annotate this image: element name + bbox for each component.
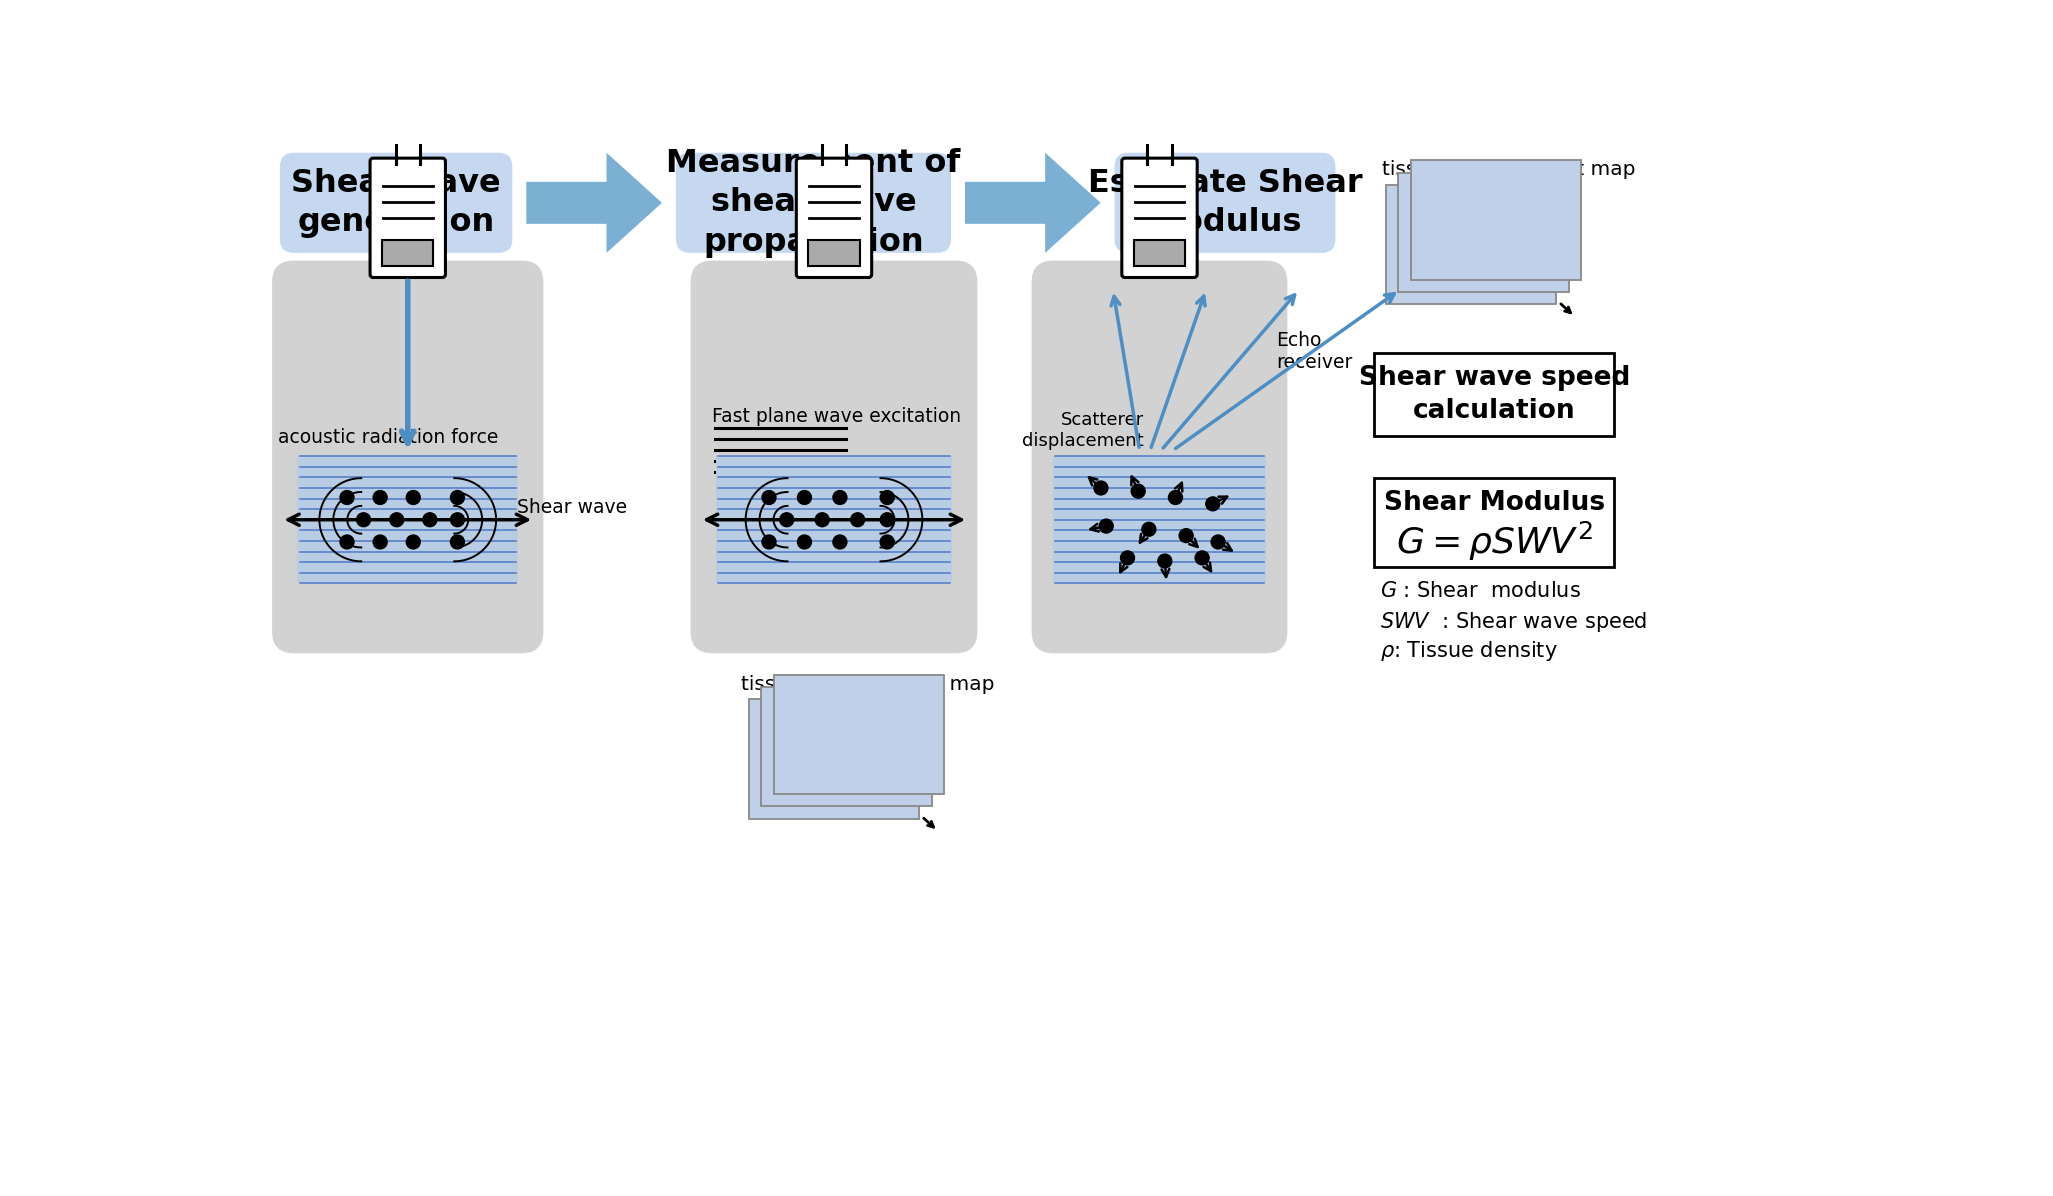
FancyBboxPatch shape (370, 158, 446, 277)
FancyBboxPatch shape (1115, 153, 1334, 252)
Circle shape (374, 535, 388, 549)
Text: acoustic radiation force: acoustic radiation force (279, 428, 499, 447)
Circle shape (357, 513, 370, 526)
Bar (809, 240, 860, 267)
Bar (1133, 240, 1185, 267)
Bar (1410, 160, 1581, 280)
Circle shape (1205, 496, 1219, 511)
Circle shape (341, 535, 353, 549)
Circle shape (1195, 551, 1209, 565)
Circle shape (1131, 484, 1146, 498)
Text: Measurement of
shear wave
propagation: Measurement of shear wave propagation (667, 148, 961, 257)
Bar (396, 121, 421, 161)
Circle shape (1121, 551, 1135, 565)
Circle shape (406, 490, 421, 505)
Bar (382, 240, 433, 267)
Bar (1373, 478, 1614, 567)
Circle shape (423, 513, 437, 526)
Bar (1398, 172, 1568, 292)
Text: Shear wave: Shear wave (517, 498, 626, 517)
Text: Estimate Shear
Modulus: Estimate Shear Modulus (1088, 167, 1363, 238)
Bar (774, 675, 944, 794)
Polygon shape (526, 153, 661, 252)
Bar (1053, 456, 1267, 584)
Text: Shear wave speed
calculation: Shear wave speed calculation (1359, 365, 1630, 425)
Circle shape (850, 513, 864, 526)
Circle shape (762, 535, 776, 549)
Bar (1148, 121, 1172, 161)
Text: Fast plane wave excitation: Fast plane wave excitation (712, 407, 961, 426)
Circle shape (881, 513, 895, 526)
Circle shape (450, 513, 464, 526)
FancyBboxPatch shape (279, 153, 513, 252)
Text: $\rho$: Tissue density: $\rho$: Tissue density (1380, 640, 1558, 664)
Circle shape (1158, 554, 1172, 568)
Circle shape (797, 535, 811, 549)
Circle shape (1094, 481, 1109, 495)
Circle shape (834, 490, 848, 505)
Circle shape (881, 535, 895, 549)
Circle shape (881, 490, 895, 505)
Bar (1373, 353, 1614, 437)
Text: $G = \rho SWV^2$: $G = \rho SWV^2$ (1396, 520, 1593, 563)
Circle shape (341, 490, 353, 505)
Circle shape (1211, 535, 1226, 549)
FancyBboxPatch shape (675, 153, 951, 252)
Text: Shear wave
generation: Shear wave generation (292, 167, 501, 238)
Circle shape (1178, 529, 1193, 543)
Circle shape (406, 535, 421, 549)
Text: $G$ : Shear  modulus: $G$ : Shear modulus (1380, 581, 1581, 600)
Circle shape (390, 513, 404, 526)
Circle shape (1141, 523, 1156, 536)
Circle shape (797, 490, 811, 505)
Circle shape (374, 490, 388, 505)
Text: tissue displacement map: tissue displacement map (741, 675, 994, 694)
FancyBboxPatch shape (1031, 261, 1287, 653)
Text: tissue displacement map: tissue displacement map (1382, 160, 1636, 179)
Circle shape (762, 490, 776, 505)
FancyBboxPatch shape (1121, 158, 1197, 277)
Text: Shear Modulus: Shear Modulus (1384, 490, 1605, 517)
Circle shape (780, 513, 795, 526)
Bar (762, 688, 932, 806)
Circle shape (450, 490, 464, 505)
Bar (716, 456, 953, 584)
Bar (821, 121, 846, 161)
Bar (749, 700, 920, 819)
FancyBboxPatch shape (273, 261, 544, 653)
FancyBboxPatch shape (797, 158, 873, 277)
FancyBboxPatch shape (690, 261, 977, 653)
Text: Scatterer
displacement: Scatterer displacement (1022, 411, 1144, 450)
Text: Echo
receiver: Echo receiver (1275, 331, 1353, 372)
Circle shape (815, 513, 829, 526)
Circle shape (834, 535, 848, 549)
Polygon shape (965, 153, 1100, 252)
Bar (298, 456, 517, 584)
Text: $SWV$  : Shear wave speed: $SWV$ : Shear wave speed (1380, 610, 1649, 634)
Circle shape (450, 535, 464, 549)
Bar (1386, 185, 1556, 305)
Circle shape (1098, 519, 1113, 533)
Circle shape (1168, 490, 1183, 505)
